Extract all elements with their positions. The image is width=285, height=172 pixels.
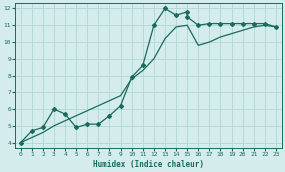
X-axis label: Humidex (Indice chaleur): Humidex (Indice chaleur) — [93, 159, 204, 169]
